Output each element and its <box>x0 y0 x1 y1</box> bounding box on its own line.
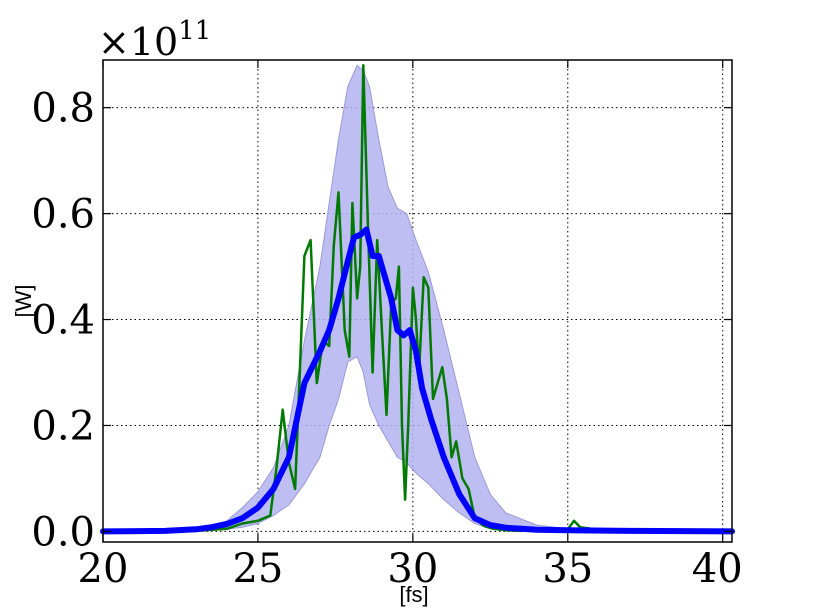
x-tick-label: 20 <box>78 546 129 592</box>
y-tick-label: 0.6 <box>31 192 95 238</box>
plot-frame <box>102 59 733 543</box>
series-lines <box>100 64 735 535</box>
offset-text: ×1011 <box>98 16 211 64</box>
mean-series-line <box>100 226 735 535</box>
y-tick-label: 0.0 <box>31 509 95 555</box>
y-tick-label: 0.4 <box>31 298 95 344</box>
x-tick-label: 40 <box>692 546 743 592</box>
y-tick-label: 0.8 <box>31 86 95 132</box>
y-axis-label: [W] <box>11 285 36 318</box>
ticks <box>102 60 732 542</box>
x-axis-label: [fs] <box>399 582 428 607</box>
y-tick-label: 0.2 <box>31 403 95 449</box>
x-tick-label: 25 <box>232 546 283 592</box>
offset-exponent: 11 <box>178 16 211 46</box>
x-tick-label: 35 <box>542 546 593 592</box>
offset-base: ×10 <box>98 20 178 64</box>
tick-labels: 20 25 30 35 40 0.0 0.2 0.4 0.6 0.8 <box>31 86 742 592</box>
x-tick-label: 30 <box>387 546 438 592</box>
